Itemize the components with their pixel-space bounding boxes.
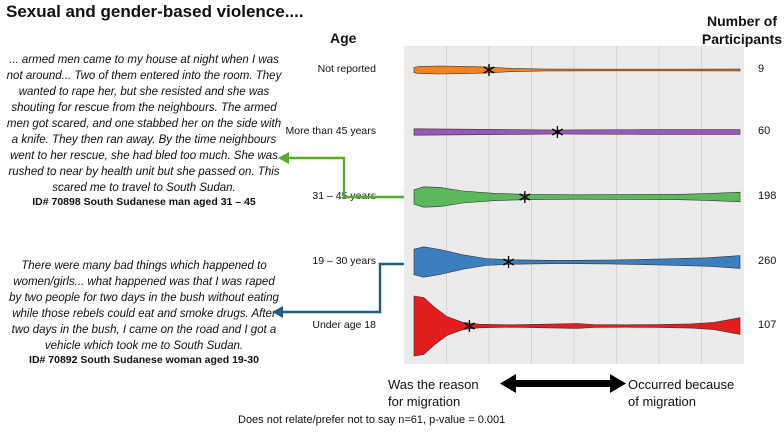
violin-2 xyxy=(413,186,741,208)
axis-arrow-left-head xyxy=(500,374,516,393)
age-header: Age xyxy=(330,30,357,46)
connector-quote-2 xyxy=(280,262,404,314)
quote-2-id: ID# 70892 South Sudanese woman aged 19-3… xyxy=(29,354,259,366)
quote-1: ... armed men came to my house at night … xyxy=(6,52,282,208)
median-marker-1 xyxy=(551,126,563,138)
violin-3 xyxy=(413,246,741,278)
axis-right-line2: of migration xyxy=(628,394,696,409)
participant-count-2: 198 xyxy=(758,190,777,202)
participants-header-line1: Number of xyxy=(707,13,777,29)
axis-left-line1: Was the reason xyxy=(388,377,479,392)
participant-count-0: 9 xyxy=(758,63,765,75)
axis-left-label: Was the reason for migration xyxy=(388,376,479,410)
quote-1-text: ... armed men came to my house at night … xyxy=(6,54,282,194)
chart-title: Sexual and gender-based violence.... xyxy=(6,2,304,21)
footnote: Does not relate/prefer not to say n=61, … xyxy=(238,414,506,426)
category-label-3: 19 – 30 years xyxy=(312,255,376,267)
quote-1-id: ID# 70898 South Sudanese man aged 31 – 4… xyxy=(32,196,256,208)
violin-0 xyxy=(413,65,741,75)
category-label-1: More than 45 years xyxy=(285,125,376,137)
participants-header-line2: Participants xyxy=(701,31,783,47)
connector-quote-1 xyxy=(286,156,404,199)
participant-count-1: 60 xyxy=(758,125,771,137)
category-label-4: Under age 18 xyxy=(312,319,376,331)
median-marker-2 xyxy=(519,191,531,203)
violin-4 xyxy=(413,295,741,357)
quote-2-text: There were many bad things which happene… xyxy=(9,260,279,352)
category-label-0: Not reported xyxy=(317,63,376,75)
axis-arrow-right-head xyxy=(610,374,626,393)
axis-right-line1: Occurred because xyxy=(628,377,735,392)
participant-count-4: 107 xyxy=(758,319,777,331)
participants-header: Number of Participants xyxy=(700,12,784,48)
violin-1 xyxy=(413,128,741,136)
connector-quote-2-arrowhead xyxy=(272,306,283,318)
axis-right-label: Occurred because of migration xyxy=(628,376,734,410)
axis-left-line2: for migration xyxy=(388,394,461,409)
participant-count-3: 260 xyxy=(758,255,777,267)
axis-arrow-shaft xyxy=(512,380,614,387)
connector-quote-1-arrowhead xyxy=(278,152,289,164)
quote-2: There were many bad things which happene… xyxy=(6,258,282,366)
median-marker-0 xyxy=(483,64,495,76)
median-marker-3 xyxy=(503,256,515,268)
median-marker-4 xyxy=(463,320,475,332)
